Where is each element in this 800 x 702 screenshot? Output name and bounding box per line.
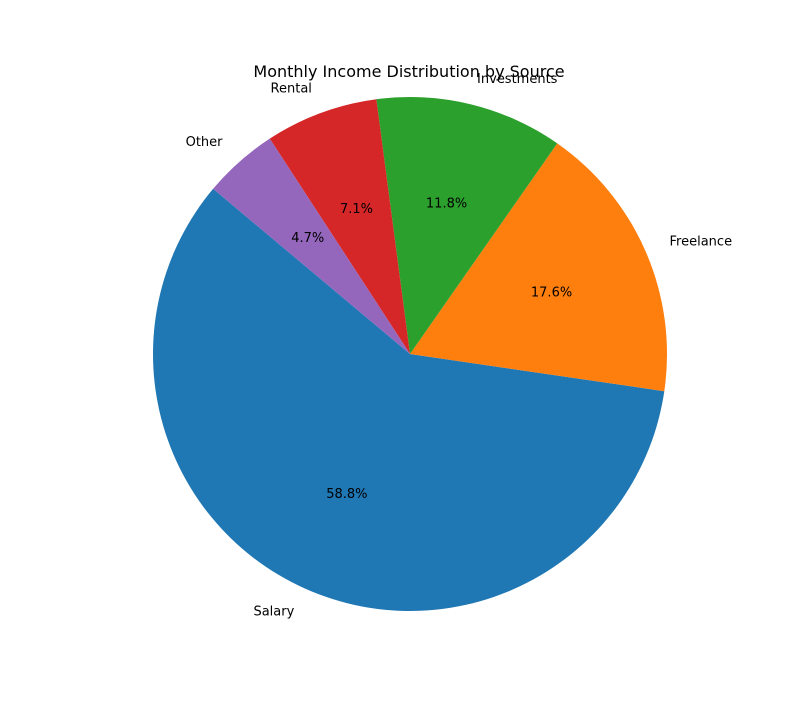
- chart-title: Monthly Income Distribution by Source: [253, 62, 564, 81]
- slice-label-rental: Rental: [271, 81, 312, 96]
- slice-percent-freelance: 17.6%: [531, 285, 572, 300]
- slice-percent-investments: 11.8%: [426, 197, 467, 212]
- pie-slice-investments: [376, 97, 558, 354]
- slice-label-other: Other: [186, 135, 224, 150]
- pie-slice-freelance: [410, 143, 668, 392]
- pie-slices: [153, 97, 668, 611]
- slice-percent-rental: 7.1%: [340, 202, 373, 217]
- slice-percent-salary: 58.8%: [326, 487, 367, 502]
- slice-label-freelance: Freelance: [670, 234, 733, 249]
- pie-labels: Salary 58.8% Freelance 17.6% Investments 11.8…: [186, 72, 732, 620]
- slice-label-salary: Salary: [253, 604, 294, 619]
- pie-slice-other: [213, 138, 410, 354]
- pie-slice-salary: [153, 188, 665, 611]
- slice-percent-other: 4.7%: [291, 231, 324, 246]
- pie-slice-rental: [269, 99, 410, 355]
- slice-label-investments: Investments: [477, 72, 558, 87]
